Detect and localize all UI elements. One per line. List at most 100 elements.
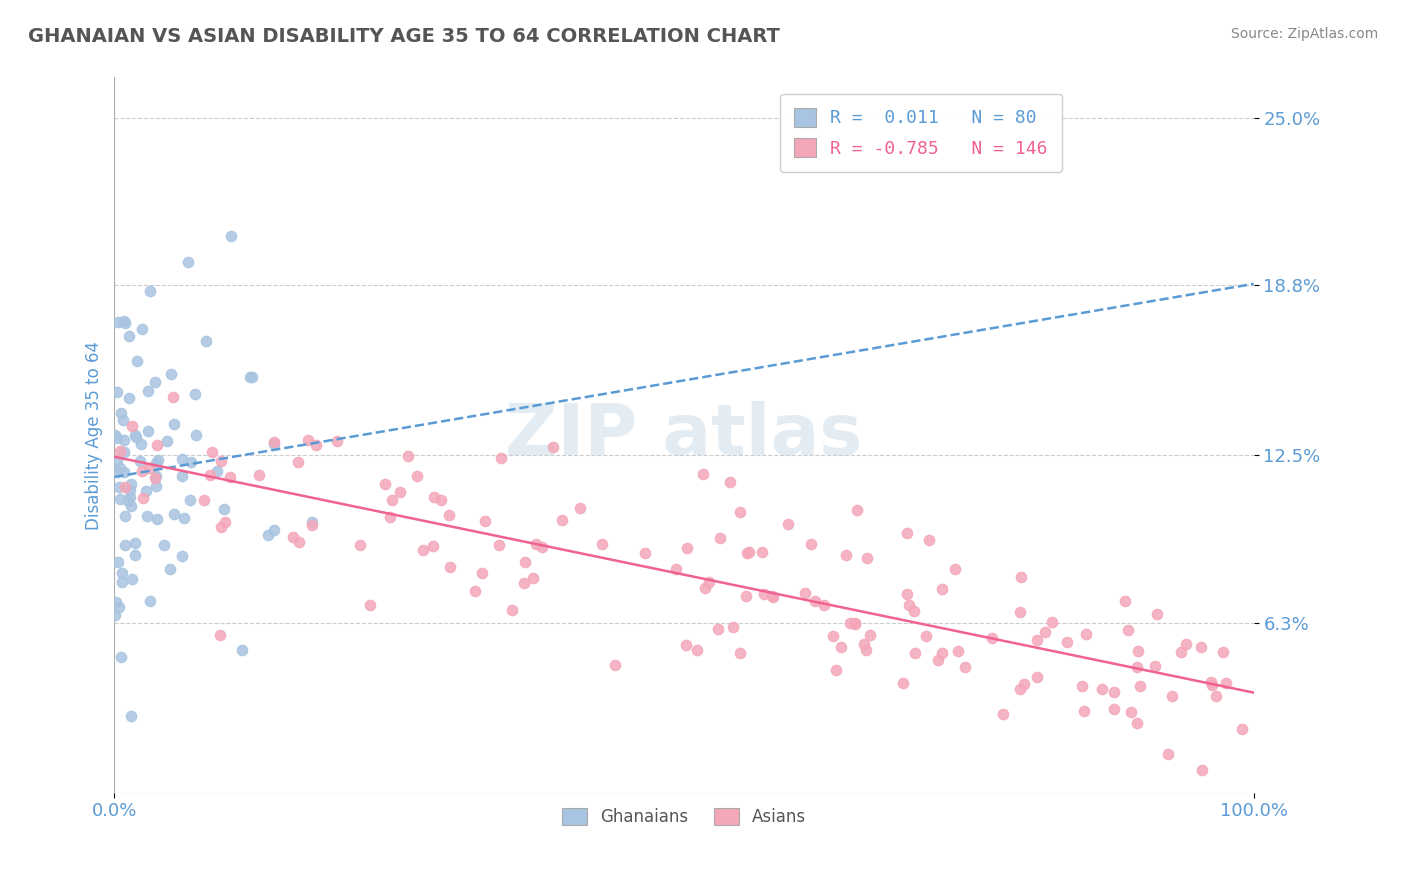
Point <box>1102 701 1125 715</box>
Point <box>824 663 846 677</box>
Point <box>209 453 232 467</box>
Point <box>891 676 914 690</box>
Point <box>201 445 224 459</box>
Point <box>735 545 758 559</box>
Point <box>349 538 371 552</box>
Point <box>897 598 920 612</box>
Point <box>1129 679 1152 693</box>
Point <box>1008 605 1031 619</box>
Point <box>107 555 129 569</box>
Point <box>914 629 936 643</box>
Point <box>159 367 181 381</box>
Point <box>179 492 201 507</box>
Point <box>121 572 143 586</box>
Point <box>1076 626 1098 640</box>
Point <box>105 595 128 609</box>
Point <box>139 284 162 298</box>
Point <box>751 545 773 559</box>
Point <box>422 539 444 553</box>
Point <box>124 428 146 442</box>
Point <box>396 450 419 464</box>
Point <box>692 467 714 482</box>
Point <box>153 538 176 552</box>
Point <box>569 501 592 516</box>
Point <box>675 639 697 653</box>
Point <box>855 551 877 566</box>
Point <box>219 469 242 483</box>
Point <box>1035 625 1057 640</box>
Point <box>1040 615 1063 629</box>
Point <box>1157 747 1180 761</box>
Point <box>111 574 134 589</box>
Point <box>709 531 731 545</box>
Point <box>193 492 215 507</box>
Point <box>146 512 169 526</box>
Point <box>728 504 751 518</box>
Point <box>231 643 253 657</box>
Point <box>105 384 128 399</box>
Point <box>522 571 544 585</box>
Point <box>170 452 193 467</box>
Point <box>359 598 381 612</box>
Point <box>117 494 139 508</box>
Point <box>120 499 142 513</box>
Point <box>121 418 143 433</box>
Point <box>718 475 741 489</box>
Point <box>800 537 823 551</box>
Point <box>159 562 181 576</box>
Point <box>120 490 142 504</box>
Point <box>388 485 411 500</box>
Point <box>1199 674 1222 689</box>
Point <box>146 453 169 467</box>
Point <box>118 391 141 405</box>
Point <box>112 314 135 328</box>
Point <box>917 533 939 547</box>
Point <box>664 562 686 576</box>
Point <box>145 468 167 483</box>
Point <box>145 479 167 493</box>
Point <box>531 541 554 555</box>
Point <box>1091 681 1114 696</box>
Point <box>107 452 129 467</box>
Point <box>776 517 799 532</box>
Point <box>124 535 146 549</box>
Point <box>195 334 218 348</box>
Point <box>374 477 396 491</box>
Point <box>129 453 152 467</box>
Point <box>1126 644 1149 658</box>
Point <box>281 530 304 544</box>
Point <box>904 646 927 660</box>
Point <box>513 575 536 590</box>
Point <box>305 438 328 452</box>
Point <box>634 546 657 560</box>
Point <box>1146 607 1168 621</box>
Point <box>381 492 404 507</box>
Text: Source: ZipAtlas.com: Source: ZipAtlas.com <box>1230 27 1378 41</box>
Point <box>143 376 166 390</box>
Point <box>830 640 852 655</box>
Point <box>135 483 157 498</box>
Point <box>184 427 207 442</box>
Point <box>212 501 235 516</box>
Point <box>859 628 882 642</box>
Point <box>1125 660 1147 674</box>
Point <box>1215 676 1237 690</box>
Point <box>200 468 222 483</box>
Point <box>120 483 142 497</box>
Point <box>138 461 160 475</box>
Point <box>855 643 877 657</box>
Point <box>707 622 730 636</box>
Point <box>132 491 155 506</box>
Point <box>591 536 613 550</box>
Point <box>105 465 128 479</box>
Point <box>896 526 918 541</box>
Point <box>738 545 761 559</box>
Point <box>761 590 783 604</box>
Text: GHANAIAN VS ASIAN DISABILITY AGE 35 TO 64 CORRELATION CHART: GHANAIAN VS ASIAN DISABILITY AGE 35 TO 6… <box>28 27 780 45</box>
Point <box>240 369 263 384</box>
Point <box>896 587 918 601</box>
Point <box>852 637 875 651</box>
Point <box>108 492 131 507</box>
Point <box>136 384 159 399</box>
Point <box>1102 685 1125 699</box>
